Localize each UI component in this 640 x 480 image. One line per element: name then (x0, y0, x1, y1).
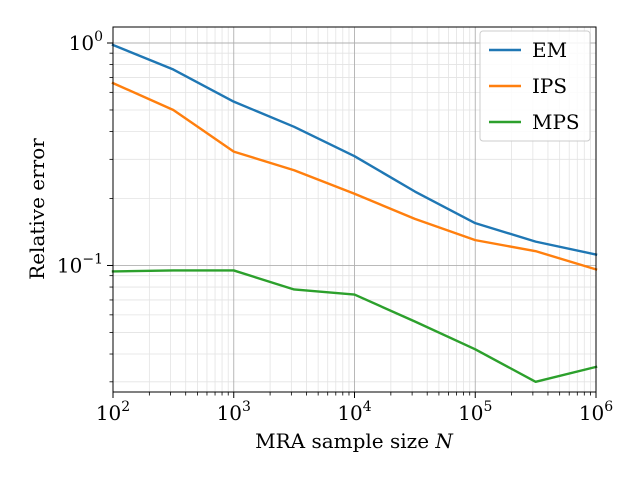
x-axis-label: MRA sample size N (255, 429, 454, 453)
tick-labels: 102 103 104 105 106 100 10−1 (57, 29, 613, 425)
ticks (107, 42, 597, 398)
series-line-mps (111, 269, 598, 384)
x-tick-label: 103 (217, 399, 251, 425)
series-layer (111, 43, 598, 384)
legend-label-mps: MPS (532, 110, 580, 134)
legend-label-ips: IPS (532, 74, 567, 98)
y-axis-label: Relative error (25, 138, 49, 280)
x-tick-label: 104 (337, 399, 371, 425)
x-axis-variable: N (434, 429, 454, 453)
x-tick-label: 106 (579, 399, 613, 425)
series-line-ips (111, 81, 598, 271)
x-tick-label: 105 (458, 399, 492, 425)
series-line-em (111, 43, 598, 256)
legend: EM IPS MPS (479, 30, 591, 142)
legend-label-em: EM (532, 38, 567, 62)
x-tick-label: 102 (96, 399, 130, 425)
y-tick-label: 100 (69, 29, 103, 55)
y-tick-label: 10−1 (57, 251, 103, 277)
legend-box (479, 30, 591, 142)
